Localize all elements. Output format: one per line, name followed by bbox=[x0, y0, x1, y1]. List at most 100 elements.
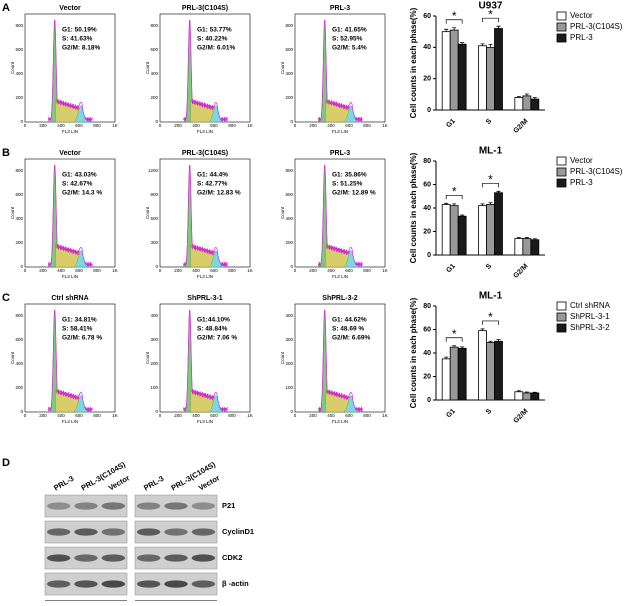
flow-y-tick: 400 bbox=[285, 71, 293, 76]
sig-star: * bbox=[488, 310, 493, 324]
y-tick-label: 0 bbox=[427, 107, 431, 114]
flow-title: PRL-3(C104S) bbox=[182, 5, 228, 12]
flow-x-tick: 400 bbox=[57, 413, 65, 418]
y-tick-label: 80 bbox=[423, 303, 431, 310]
bar bbox=[514, 391, 524, 401]
sig-star: * bbox=[452, 184, 457, 198]
bar bbox=[494, 340, 503, 401]
flow-y-label: Count bbox=[10, 61, 15, 74]
sig-star: * bbox=[488, 7, 493, 21]
flow-x-tick: 600 bbox=[210, 268, 218, 273]
y-tick-label: 60 bbox=[423, 326, 431, 333]
y-tick-label: 20 bbox=[423, 228, 431, 235]
bar bbox=[449, 205, 459, 256]
blot-strip bbox=[44, 494, 128, 518]
error-bar bbox=[524, 236, 529, 239]
fit-line bbox=[48, 309, 93, 413]
flow-x-label: FL3 LIN bbox=[62, 274, 78, 279]
flow-x-tick: 600 bbox=[345, 268, 353, 273]
flow-y-tick: 0 bbox=[20, 409, 23, 414]
flow-x-tick: 0 bbox=[24, 123, 27, 128]
legend-swatch bbox=[556, 301, 567, 311]
error-bar bbox=[480, 43, 485, 46]
error-bar bbox=[516, 236, 521, 239]
flow-title: ShPRL-3-2 bbox=[322, 295, 358, 302]
flow-stat: G1:44.10% bbox=[197, 317, 230, 324]
sig-bracket bbox=[445, 19, 463, 24]
bar bbox=[457, 43, 467, 111]
blot-band bbox=[74, 502, 98, 510]
fit-line bbox=[48, 19, 93, 122]
lane-label: PRL-3 bbox=[52, 474, 75, 493]
sig-bracket bbox=[482, 17, 499, 23]
flow-stat: G1: 34.81% bbox=[62, 317, 97, 324]
flow-y-tick: 300 bbox=[150, 337, 158, 342]
flow-y-tick: 0 bbox=[290, 264, 293, 269]
flow-y-tick: 200 bbox=[15, 240, 23, 245]
x-tick-label: G2/M bbox=[512, 408, 529, 425]
blot-band bbox=[164, 554, 188, 562]
error-bar bbox=[452, 203, 457, 206]
flow-x-tick: 400 bbox=[327, 413, 335, 418]
flow-x-tick: 800 bbox=[228, 123, 236, 128]
fit-line bbox=[48, 164, 93, 268]
flow-x-tick: 200 bbox=[309, 123, 317, 128]
y-tick-label: 20 bbox=[423, 76, 431, 83]
flow-y-tick: 800 bbox=[150, 23, 158, 28]
error-bar bbox=[496, 190, 501, 193]
blot-band bbox=[74, 528, 98, 536]
blot-band bbox=[191, 502, 216, 510]
lane-label: PRL-3 bbox=[142, 474, 165, 493]
flow-y-tick: 100 bbox=[285, 385, 293, 390]
blot-band bbox=[191, 580, 216, 588]
fit-line bbox=[318, 164, 363, 267]
bar bbox=[478, 45, 487, 111]
flow-y-label: Count bbox=[280, 351, 285, 364]
flow-x-tick: 800 bbox=[363, 268, 371, 273]
flow-title: PRL-3(C104S) bbox=[182, 150, 228, 157]
flow-x-tick: 1K bbox=[382, 123, 388, 128]
row-label: CyclinD1 bbox=[222, 527, 254, 536]
bar bbox=[522, 392, 532, 401]
panel-letter: A bbox=[2, 2, 10, 14]
legend-label: PRL-3(C104S) bbox=[570, 167, 623, 176]
flow-y-tick: 0 bbox=[290, 409, 293, 414]
flow-stat: G1: 41.65% bbox=[332, 27, 367, 34]
flow-y-tick: 800 bbox=[15, 168, 23, 173]
error-bar bbox=[532, 238, 537, 240]
flow-y-tick: 800 bbox=[15, 23, 23, 28]
sig-bracket bbox=[445, 337, 463, 342]
flow-x-tick: 800 bbox=[93, 413, 101, 418]
flow-y-label: Count bbox=[280, 206, 285, 219]
flow-x-label: FL3 LIN bbox=[197, 274, 213, 279]
flow-y-tick: 200 bbox=[285, 361, 293, 366]
error-bar bbox=[532, 391, 537, 393]
flow-y-label: Count bbox=[145, 206, 150, 219]
bar bbox=[486, 204, 495, 256]
y-tick-label: 20 bbox=[423, 373, 431, 380]
flow-title: PRL-3 bbox=[330, 150, 350, 157]
blot-band bbox=[191, 528, 216, 536]
error-bar bbox=[524, 391, 529, 393]
error-bar bbox=[460, 42, 465, 45]
flow-y-tick: 200 bbox=[15, 385, 23, 390]
flow-y-tick: 0 bbox=[20, 119, 23, 124]
y-axis-label: Cell counts in each phase(%) bbox=[409, 297, 418, 408]
legend-label: Vector bbox=[570, 156, 593, 165]
flow-y-label: Count bbox=[10, 351, 15, 364]
error-bar bbox=[496, 339, 501, 342]
flow-x-label: FL3 LIN bbox=[332, 419, 348, 424]
flow-x-tick: 400 bbox=[327, 268, 335, 273]
flow-x-label: FL3 LIN bbox=[62, 419, 78, 424]
flow-x-tick: 200 bbox=[39, 268, 47, 273]
error-bar bbox=[460, 214, 465, 217]
sig-star: * bbox=[488, 172, 493, 186]
flow-x-tick: 1K bbox=[382, 413, 388, 418]
legend-label: PRL-3 bbox=[570, 178, 593, 187]
flow-x-tick: 0 bbox=[24, 268, 27, 273]
legend-label: PRL-3 bbox=[570, 33, 593, 42]
blot-band bbox=[136, 580, 161, 588]
y-tick-label: 0 bbox=[427, 397, 431, 404]
flow-y-tick: 0 bbox=[155, 264, 158, 269]
y-axis-label: Cell counts in each phase(%) bbox=[409, 7, 418, 118]
